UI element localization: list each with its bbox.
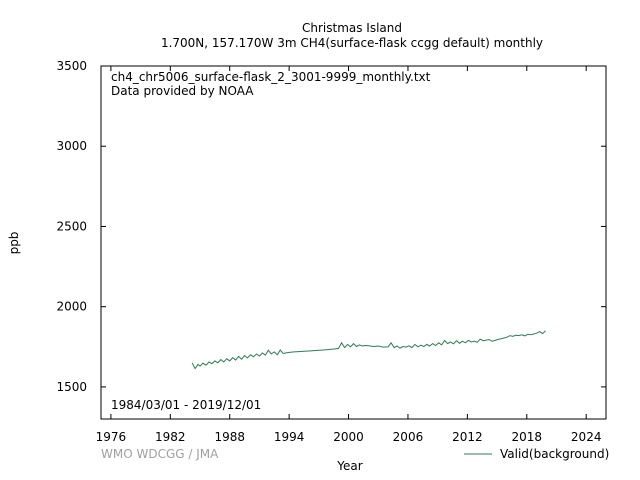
file-annotation: ch4_chr5006_surface-flask_2_3001-9999_mo…: [111, 70, 431, 84]
x-tick-label: 1994: [274, 430, 305, 444]
x-tick-label: 2018: [512, 430, 543, 444]
x-axis-label: Year: [336, 459, 362, 473]
legend-label: Valid(background): [500, 447, 609, 461]
provider-annotation: Data provided by NOAA: [111, 84, 254, 98]
x-tick-label: 1976: [96, 430, 127, 444]
credit-text: WMO WDCGG / JMA: [101, 447, 219, 461]
chart-subtitle: 1.700N, 157.170W 3m CH4(surface-flask cc…: [161, 36, 543, 50]
y-tick-label: 2000: [56, 300, 87, 314]
x-axis: 1976 1982 1988 1994 2000 2006 2012 2018 2024: [96, 66, 602, 444]
y-tick-label: 1500: [56, 380, 87, 394]
chart-title: Christmas Island: [302, 21, 402, 35]
x-tick-label: 2000: [333, 430, 364, 444]
y-tick-label: 3500: [56, 59, 87, 73]
y-axis-label: ppb: [7, 232, 21, 255]
legend: Valid(background): [464, 447, 609, 461]
x-tick-label: 1988: [214, 430, 245, 444]
x-tick-label: 2024: [571, 430, 602, 444]
date-range-annotation: 1984/03/01 - 2019/12/01: [111, 398, 261, 412]
y-tick-label: 2500: [56, 219, 87, 233]
plot-frame: [100, 65, 607, 420]
series-line-valid-background: [191, 330, 546, 370]
x-tick-label: 2012: [452, 430, 483, 444]
y-axis: 1500 2000 2500 3000 3500: [56, 59, 606, 394]
x-tick-label: 2006: [393, 430, 424, 444]
y-tick-label: 3000: [56, 139, 87, 153]
x-tick-label: 1982: [155, 430, 186, 444]
